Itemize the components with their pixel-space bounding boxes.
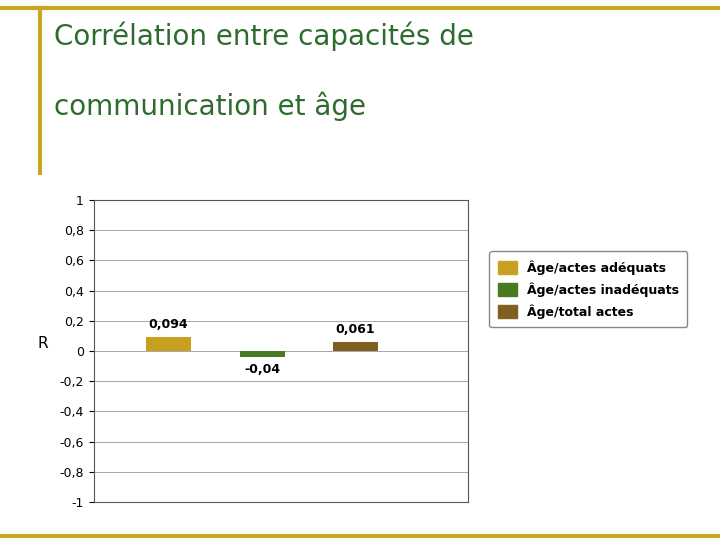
Y-axis label: R: R xyxy=(37,336,48,351)
Text: -0,04: -0,04 xyxy=(244,363,280,376)
Text: communication et âge: communication et âge xyxy=(54,92,366,122)
Legend: Âge/actes adéquats, Âge/actes inadéquats, Âge/total actes: Âge/actes adéquats, Âge/actes inadéquats… xyxy=(489,252,688,327)
Bar xyxy=(240,351,284,357)
Bar xyxy=(146,337,191,351)
Text: 0,094: 0,094 xyxy=(148,318,189,330)
Text: 0,061: 0,061 xyxy=(336,323,376,336)
Bar xyxy=(333,342,378,351)
Text: Corrélation entre capacités de: Corrélation entre capacités de xyxy=(54,22,474,51)
